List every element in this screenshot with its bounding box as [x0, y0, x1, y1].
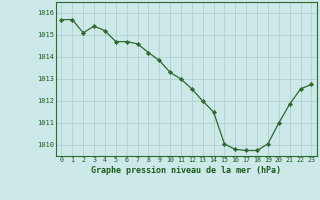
X-axis label: Graphe pression niveau de la mer (hPa): Graphe pression niveau de la mer (hPa) — [92, 166, 281, 175]
